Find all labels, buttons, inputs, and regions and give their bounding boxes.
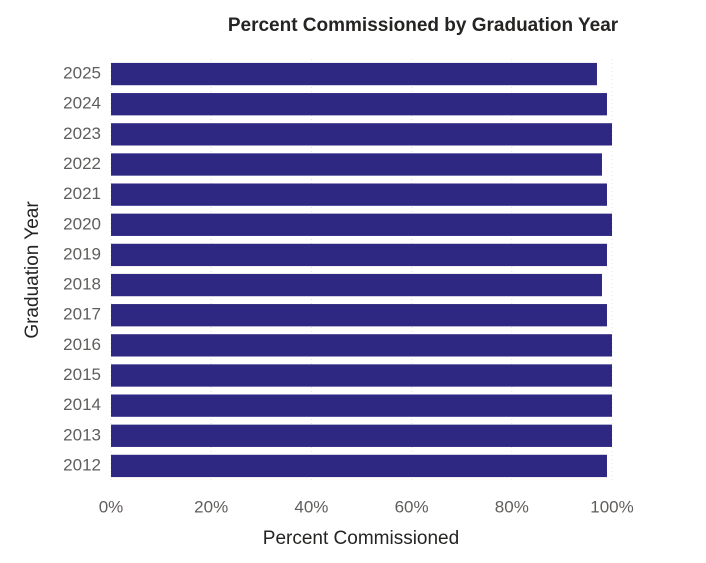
y-tick-label: 2014 xyxy=(63,395,101,414)
bar xyxy=(111,304,607,327)
x-axis-title: Percent Commissioned xyxy=(263,528,459,549)
y-tick-label: 2021 xyxy=(63,184,101,203)
y-tick-label: 2018 xyxy=(63,275,101,294)
bar xyxy=(111,424,612,447)
y-tick-label: 2025 xyxy=(63,64,101,83)
bar xyxy=(111,334,612,357)
bar xyxy=(111,62,597,86)
y-tick-label: 2012 xyxy=(63,455,101,474)
y-tick-label: 2024 xyxy=(63,94,101,113)
y-tick-label: 2023 xyxy=(63,124,101,143)
x-tick-label: 0% xyxy=(99,497,124,516)
x-tick-label: 60% xyxy=(395,497,429,516)
y-tick-label: 2022 xyxy=(63,154,101,173)
x-tick-label: 80% xyxy=(495,497,529,516)
bar xyxy=(111,153,602,176)
bar xyxy=(111,123,612,146)
bar xyxy=(111,93,607,116)
x-tick-label: 100% xyxy=(590,497,633,516)
bar xyxy=(111,364,612,387)
bar xyxy=(111,394,612,417)
chart-title: Percent Commissioned by Graduation Year xyxy=(228,15,619,36)
y-tick-label: 2013 xyxy=(63,425,101,444)
bar xyxy=(111,454,607,478)
y-tick-label: 2016 xyxy=(63,335,101,354)
bar xyxy=(111,213,612,236)
y-axis-title: Graduation Year xyxy=(22,201,43,339)
x-tick-label: 20% xyxy=(194,497,228,516)
y-tick-label: 2019 xyxy=(63,244,101,263)
y-tick-label: 2015 xyxy=(63,365,101,384)
bar xyxy=(111,273,602,297)
y-tick-label: 2017 xyxy=(63,305,101,324)
bar xyxy=(111,183,607,206)
y-tick-label: 2020 xyxy=(63,214,101,233)
x-tick-label: 40% xyxy=(294,497,328,516)
bar xyxy=(111,243,607,267)
